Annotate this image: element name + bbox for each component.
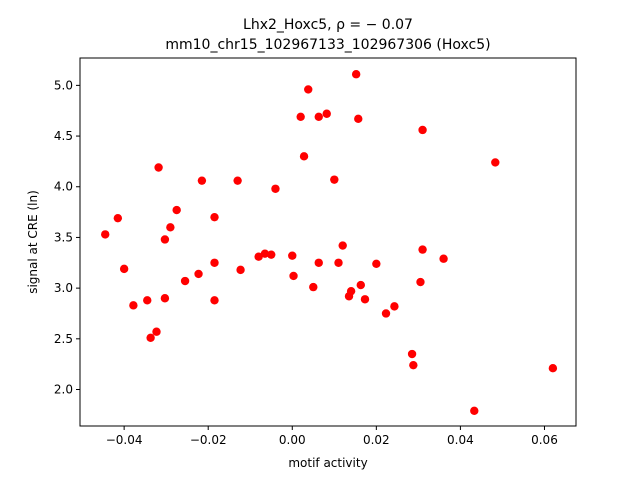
x-axis-label: motif activity [288, 456, 367, 470]
data-point [470, 406, 479, 415]
data-point [354, 114, 363, 124]
data-point [416, 277, 425, 287]
data-point [101, 230, 110, 239]
x-tick-label: 0.00 [279, 433, 306, 447]
data-point [154, 163, 163, 172]
data-point [439, 254, 448, 263]
y-tick-label: 3.5 [54, 230, 73, 244]
data-point [267, 250, 276, 259]
data-point [548, 364, 558, 373]
data-point [146, 333, 155, 342]
data-point [113, 213, 123, 223]
chart-title-line2: mm10_chr15_102967133_102967306 (Hoxc5) [165, 37, 490, 53]
y-axis-label: signal at CRE (ln) [26, 190, 40, 294]
data-point [409, 360, 418, 370]
data-point [296, 112, 305, 122]
data-point [236, 265, 245, 275]
data-point [338, 241, 347, 250]
data-point [289, 271, 298, 281]
data-point [180, 276, 190, 286]
data-point [309, 282, 318, 292]
data-point [143, 296, 152, 305]
plot-frame [79, 57, 577, 427]
y-tick-label: 5.0 [54, 78, 73, 92]
data-point [334, 258, 343, 267]
y-tick-label: 2.5 [54, 332, 73, 346]
data-point [356, 280, 365, 290]
data-point [330, 175, 339, 184]
data-point [381, 309, 391, 318]
data-point [418, 125, 427, 135]
data-point [322, 109, 331, 118]
data-point [271, 184, 280, 193]
x-tick-label: −0.02 [190, 433, 227, 447]
axis-ticks: −0.04 −0.02 0.00 0.02 0.04 0.06 2.0 2.5 3.0 3.5 4.… [54, 78, 558, 447]
data-point [197, 176, 207, 185]
x-tick-label: 0.04 [447, 433, 474, 447]
data-point [210, 212, 219, 222]
data-point [194, 269, 203, 279]
y-tick-label: 3.0 [54, 281, 73, 295]
data-point [233, 176, 242, 185]
data-points [101, 70, 558, 415]
data-point [288, 251, 297, 260]
y-tick-label: 2.0 [54, 383, 73, 397]
data-point [119, 264, 129, 274]
data-point [166, 223, 175, 232]
data-point [299, 152, 309, 161]
data-point [152, 327, 161, 336]
data-point [129, 301, 138, 310]
y-tick-label: 4.0 [54, 180, 73, 194]
data-point [351, 70, 361, 79]
data-point [210, 296, 219, 305]
data-point [372, 259, 381, 268]
data-point [314, 112, 323, 122]
x-tick-label: 0.02 [363, 433, 390, 447]
y-tick-label: 4.5 [54, 129, 73, 143]
data-point [160, 294, 170, 303]
chart-title: Lhx2_Hoxc5, ρ = − 0.07 mm10_chr15_102967… [165, 17, 490, 53]
data-point [160, 235, 170, 244]
data-point [390, 302, 399, 311]
data-point [210, 258, 219, 267]
data-point [360, 295, 370, 304]
data-point [407, 349, 417, 359]
x-tick-label: −0.04 [106, 433, 143, 447]
x-tick-label: 0.06 [531, 433, 558, 447]
data-point [172, 205, 181, 215]
data-point [491, 158, 500, 167]
chart-title-line1: Lhx2_Hoxc5, ρ = − 0.07 [243, 17, 413, 33]
data-point [260, 249, 270, 258]
data-point [418, 245, 427, 254]
data-point [314, 258, 323, 267]
data-point [304, 85, 313, 94]
data-point [346, 286, 356, 296]
data-point [254, 252, 263, 261]
